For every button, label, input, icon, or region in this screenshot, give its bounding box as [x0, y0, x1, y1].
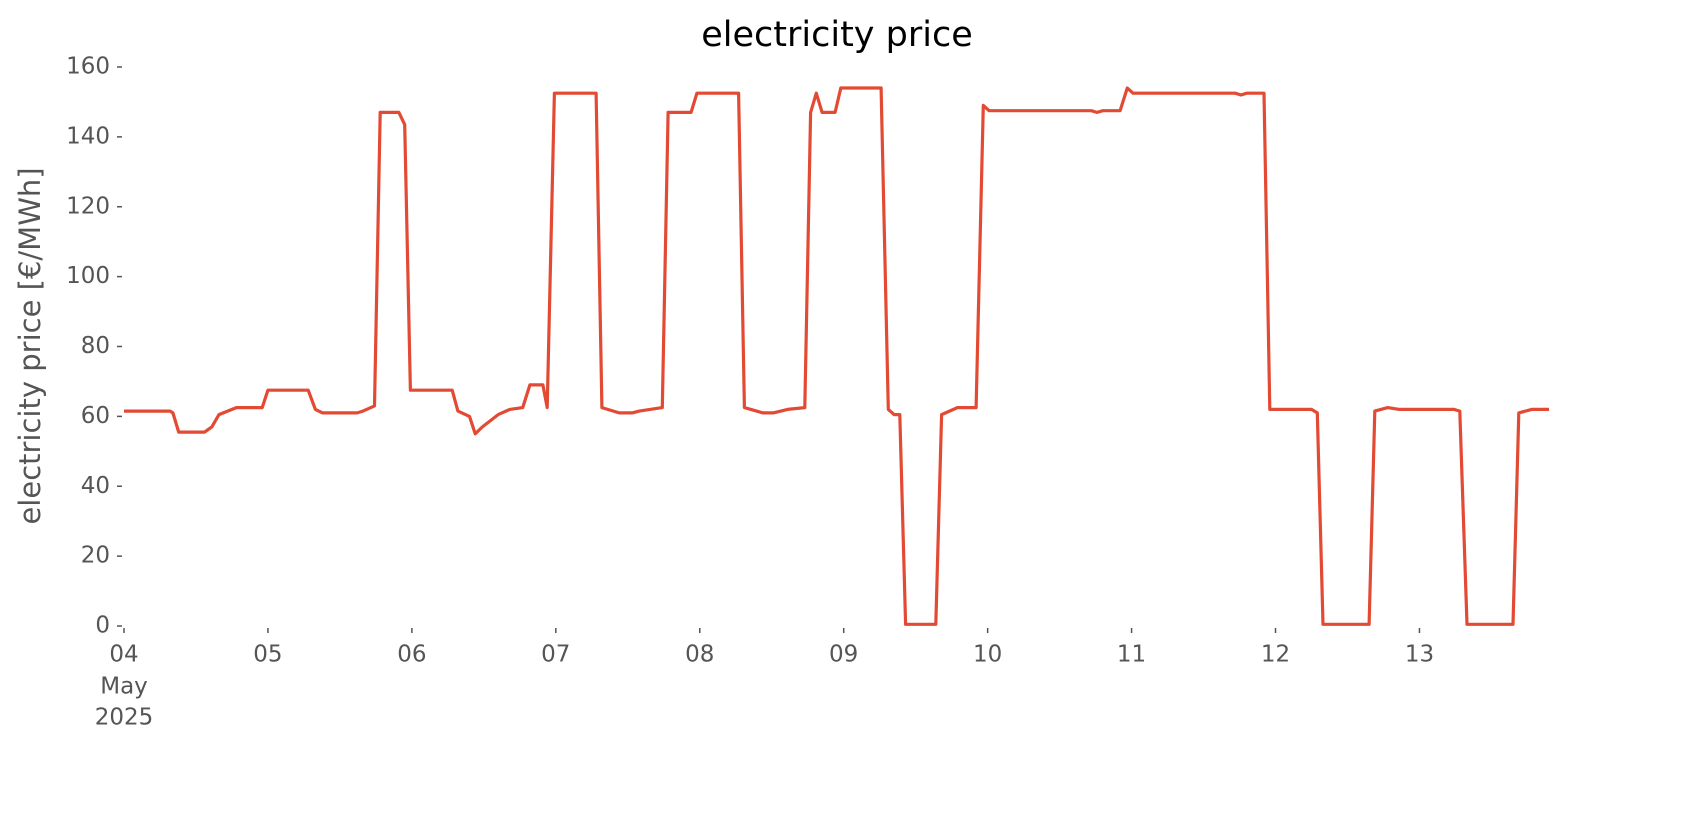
- x-tick-label: 06: [397, 642, 426, 668]
- y-tick-label: 120: [66, 193, 110, 219]
- x-tick-label: 05: [253, 642, 282, 668]
- x-tick-label: 10: [973, 642, 1002, 668]
- y-tick-label: 100: [66, 263, 110, 289]
- price-line: [124, 86, 1549, 626]
- x-tick-label: 07: [541, 642, 570, 668]
- x-tick-label: 11: [1117, 642, 1146, 668]
- x-tick-label: 08: [685, 642, 714, 668]
- x-tick-label: 12: [1261, 642, 1290, 668]
- x-tick-label: 13: [1405, 642, 1434, 668]
- y-tick-label: 20: [81, 543, 110, 569]
- y-tick-label: 140: [66, 123, 110, 149]
- y-tick-label: 0: [95, 613, 110, 639]
- y-tick-label: 80: [81, 333, 110, 359]
- y-tick-label: 160: [66, 54, 110, 80]
- chart-title: electricity price: [701, 15, 973, 55]
- y-tick-label: 60: [81, 403, 110, 429]
- y-axis-label: electricity price [€/MWh]: [13, 167, 47, 524]
- x-tick-month: May: [100, 674, 148, 700]
- x-tick-label: 04: [109, 642, 138, 668]
- y-tick-label: 40: [81, 473, 110, 499]
- x-tick-year: 2025: [95, 705, 154, 731]
- x-tick-label: 09: [829, 642, 858, 668]
